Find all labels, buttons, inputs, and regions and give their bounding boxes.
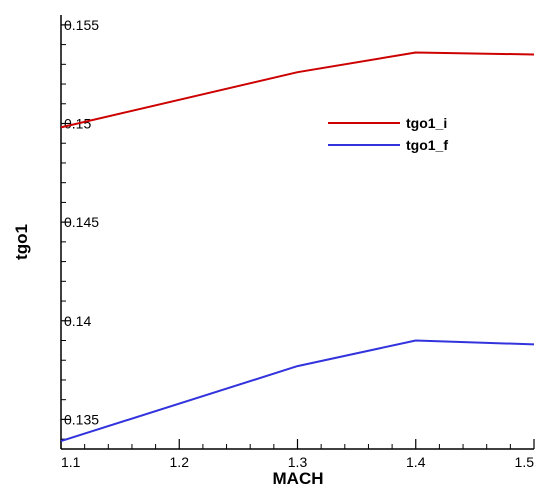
x-tick-label: 1.2 [170, 454, 190, 470]
y-tick-label: 0.145 [64, 214, 99, 230]
x-tick-label: 1.4 [406, 454, 426, 470]
series-line-tgo1_f [60, 339, 535, 443]
y-tick-label: 0.135 [64, 411, 99, 427]
x-axis: 1.1 1.2 1.3 1.4 1.5 [60, 439, 535, 470]
x-tick-label: 1.1 [61, 454, 81, 470]
legend-label: tgo1_f [406, 137, 448, 153]
y-tick-label: 0.155 [64, 17, 99, 33]
y-tick-label: 0.14 [64, 313, 91, 329]
plot-frame [60, 15, 534, 450]
x-tick-label: 1.3 [288, 454, 308, 470]
x-axis-title: MACH [273, 469, 324, 488]
series-line-tgo1_i [60, 51, 535, 129]
legend: tgo1_i tgo1_f [328, 115, 448, 153]
y-axis-title: tgo1 [12, 224, 31, 260]
x-tick-label: 1.5 [515, 454, 535, 470]
series-layer [60, 51, 535, 443]
legend-label: tgo1_i [406, 115, 447, 131]
